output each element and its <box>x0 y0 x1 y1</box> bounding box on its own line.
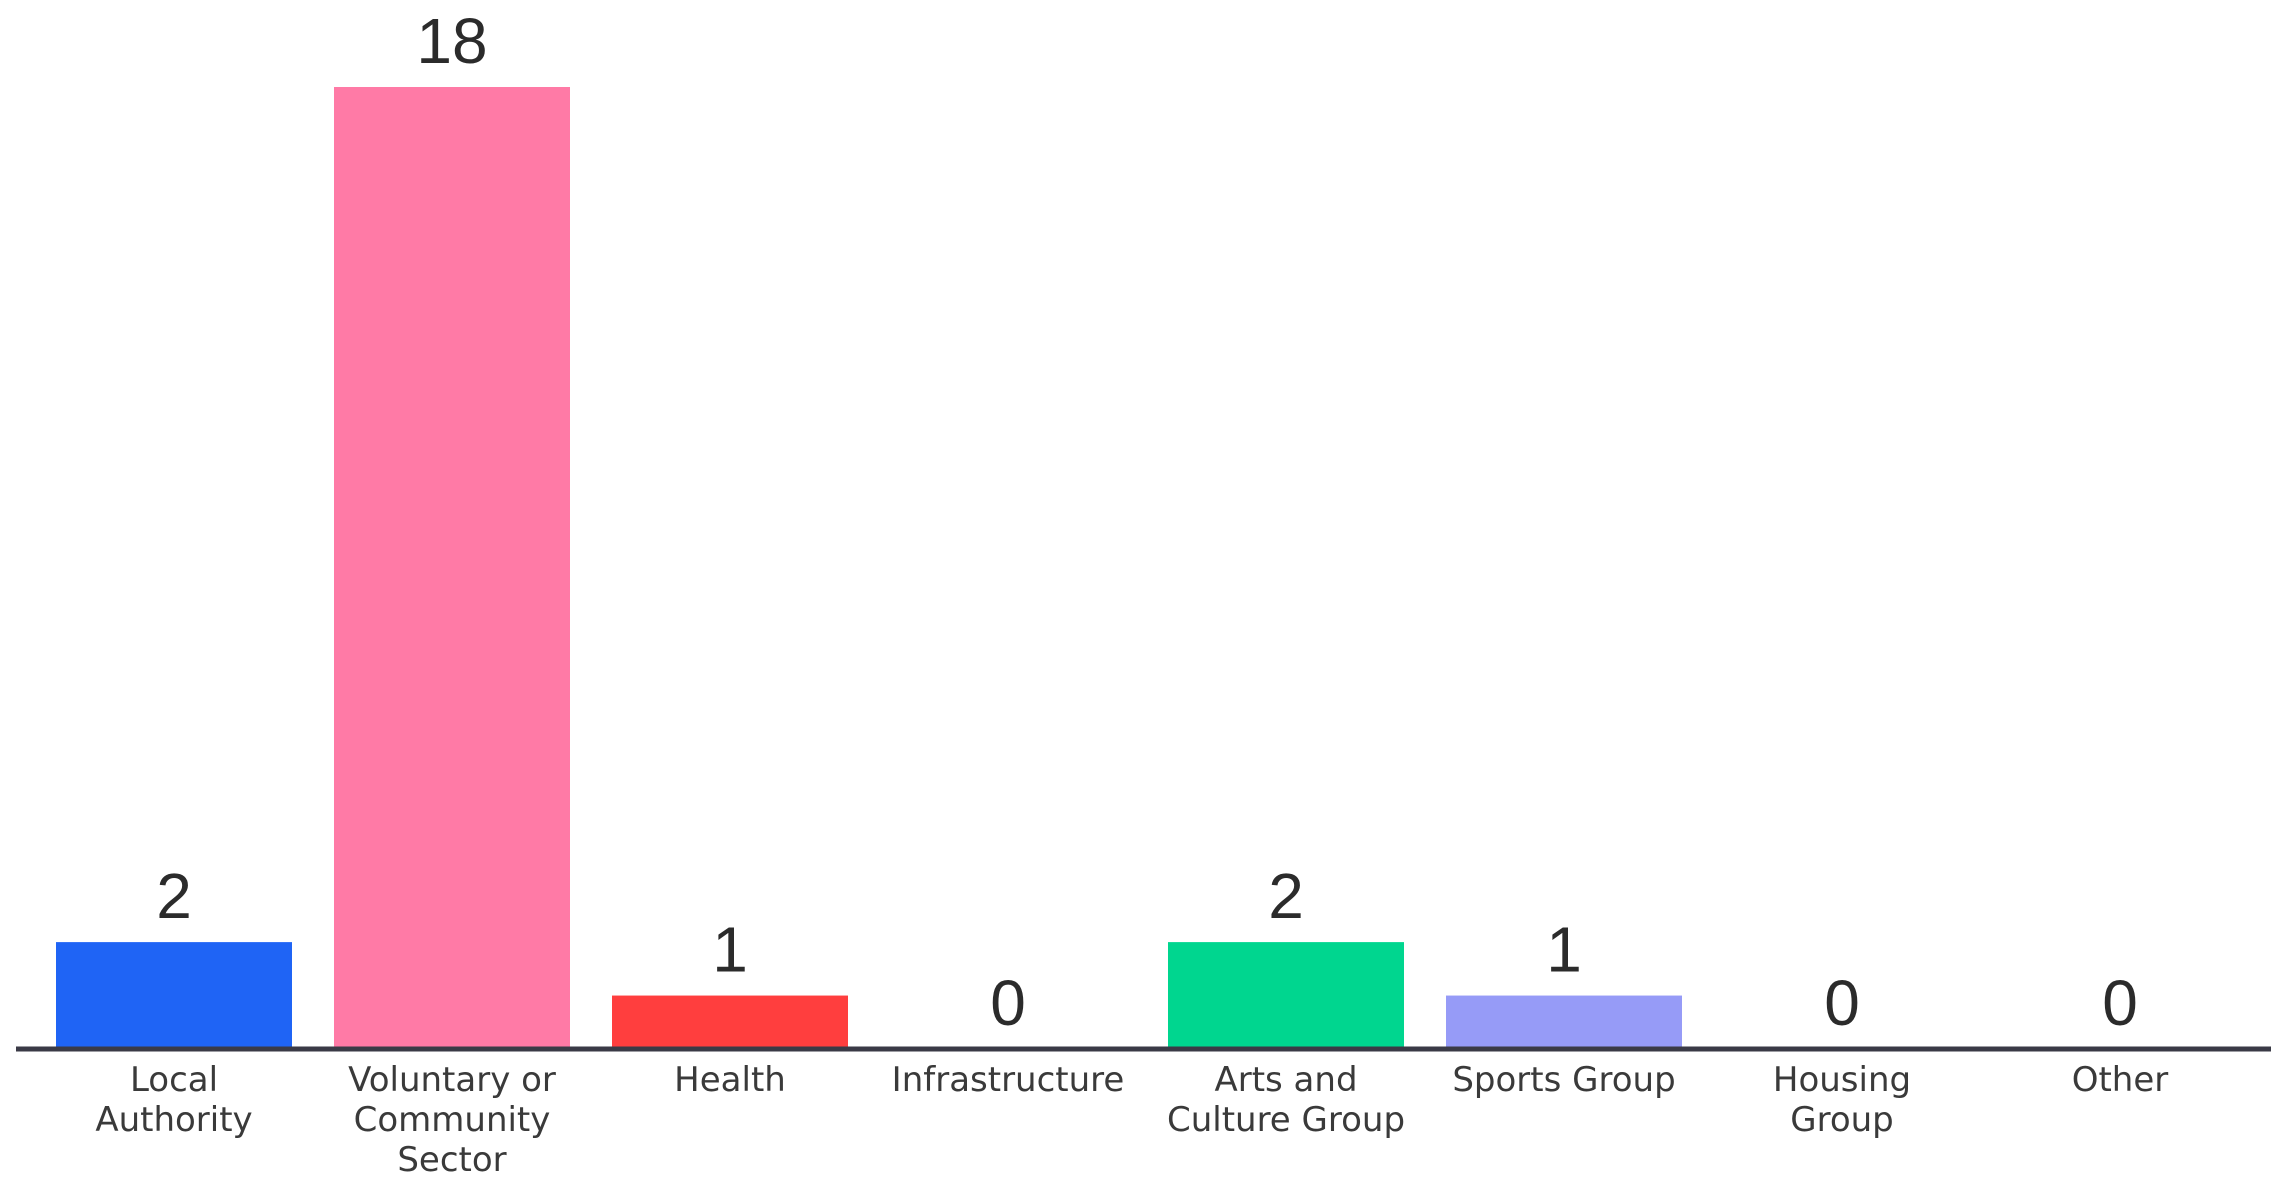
category-label-infrastructure: Infrastructure <box>892 1060 1125 1100</box>
bar-sports-group <box>1446 995 1682 1049</box>
category-label-voluntary-or-community-sector: Voluntary or Community Sector <box>348 1060 556 1177</box>
bar-local-authority <box>56 942 292 1049</box>
value-label-sports-group: 1 <box>1546 914 1582 986</box>
bar-voluntary-or-community-sector <box>334 87 570 1049</box>
category-label-line: Sports Group <box>1452 1060 1675 1100</box>
category-label-arts-and-culture-group: Arts and Culture Group <box>1167 1060 1405 1140</box>
value-label-health: 1 <box>712 914 748 986</box>
category-label-line: Voluntary or <box>348 1060 556 1100</box>
category-labels-layer: Local Authority Voluntary or Community Secto… <box>95 1060 2168 1177</box>
value-label-infrastructure: 0 <box>990 967 1026 1039</box>
category-label-line: Culture Group <box>1167 1100 1405 1140</box>
category-label-line: Health <box>674 1060 786 1100</box>
category-label-line: Local <box>130 1060 218 1100</box>
category-label-health: Health <box>674 1060 786 1100</box>
value-label-other: 0 <box>2102 967 2138 1039</box>
category-label-other: Other <box>2072 1060 2169 1100</box>
category-label-local-authority: Local Authority <box>95 1060 252 1140</box>
value-label-voluntary-or-community-sector: 18 <box>416 5 487 77</box>
category-label-line: Community <box>354 1100 551 1140</box>
category-label-line: Housing <box>1773 1060 1911 1100</box>
category-label-line: Other <box>2072 1060 2169 1100</box>
bar-arts-and-culture-group <box>1168 942 1404 1049</box>
category-label-line: Infrastructure <box>892 1060 1125 1100</box>
category-label-sports-group: Sports Group <box>1452 1060 1675 1100</box>
bar-health <box>612 995 848 1049</box>
category-label-line: Authority <box>95 1100 252 1140</box>
category-label-line: Sector <box>397 1140 506 1177</box>
bars-layer <box>56 87 1682 1049</box>
value-label-arts-and-culture-group: 2 <box>1268 860 1304 932</box>
value-label-housing-group: 0 <box>1824 967 1860 1039</box>
value-label-local-authority: 2 <box>156 860 192 932</box>
category-label-line: Group <box>1790 1100 1894 1140</box>
category-label-line: Arts and <box>1214 1060 1357 1100</box>
category-label-housing-group: Housing Group <box>1773 1060 1911 1140</box>
